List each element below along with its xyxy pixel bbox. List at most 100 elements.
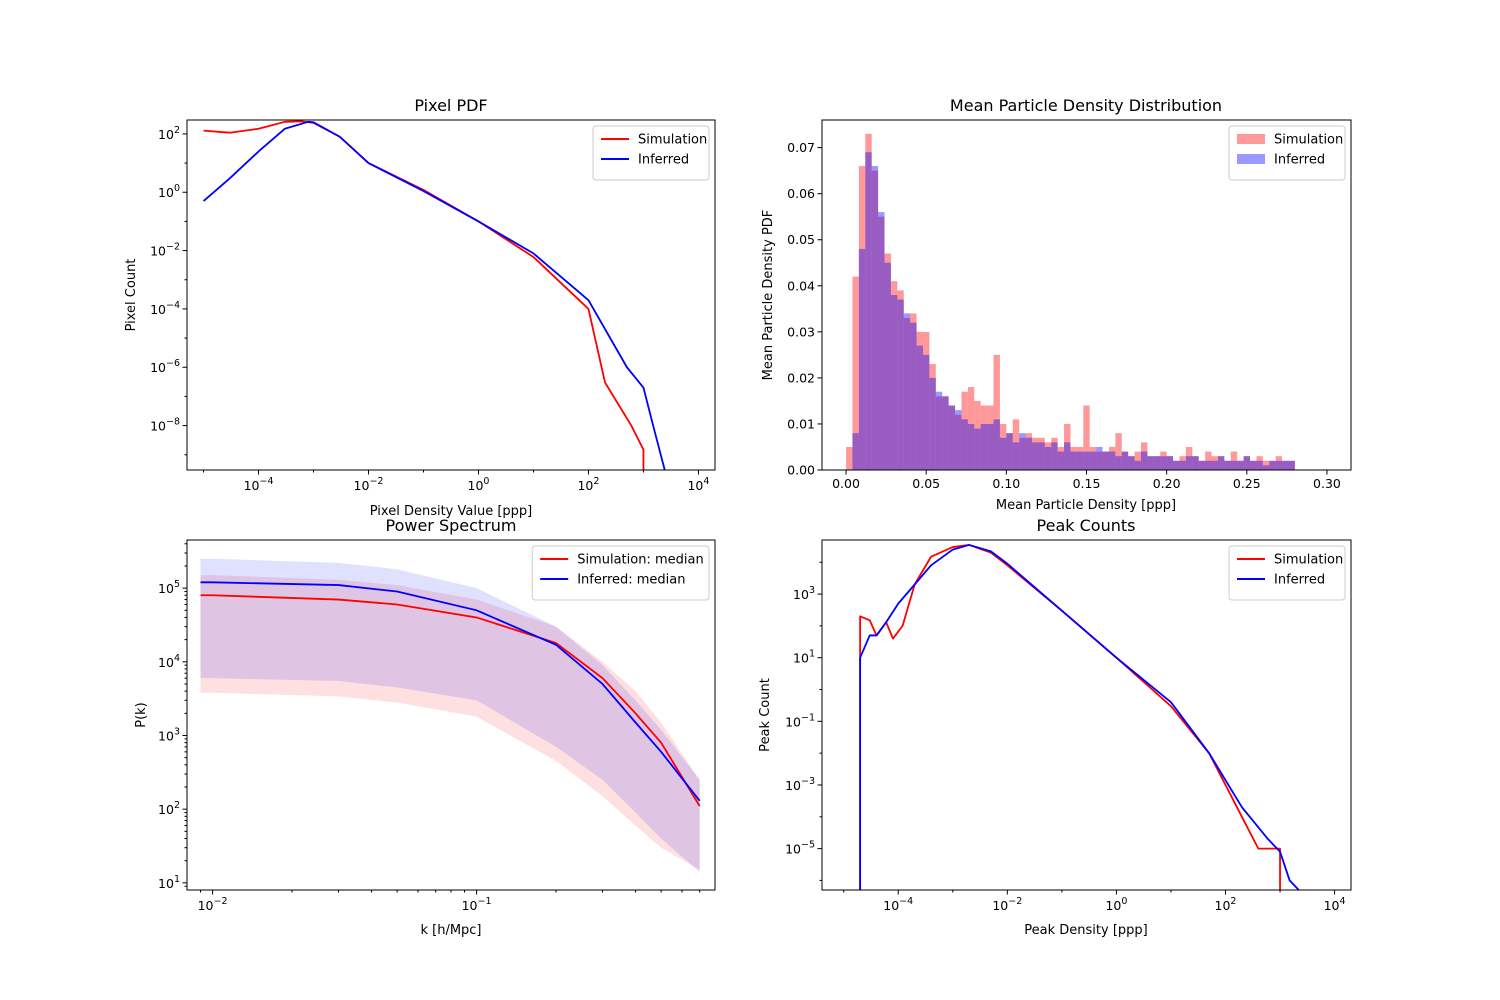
histogram-bar xyxy=(929,364,936,470)
histogram-bar xyxy=(1147,456,1154,470)
y-tick-label: 0.01 xyxy=(787,416,815,431)
y-axis-label: Peak Count xyxy=(758,678,773,752)
histogram-bar xyxy=(961,391,968,470)
histogram-bar xyxy=(1006,433,1013,470)
histogram-bar xyxy=(1205,460,1212,470)
histogram-bar xyxy=(1025,437,1032,470)
histogram-bar xyxy=(980,423,988,470)
histogram-bar xyxy=(1153,456,1161,470)
x-tick-label: 102 xyxy=(1215,896,1237,913)
histogram-bar xyxy=(1269,460,1276,470)
y-tick-label: 10−3 xyxy=(785,776,815,793)
histogram-bar xyxy=(1256,456,1263,470)
histogram-bar xyxy=(871,170,879,470)
legend-label: Simulation xyxy=(1274,553,1343,568)
x-axis-label: k [h/Mpc] xyxy=(420,923,481,938)
histogram-bar xyxy=(1115,456,1122,470)
histogram-bar xyxy=(1275,460,1283,470)
chart-title: Peak Counts xyxy=(1037,516,1136,535)
y-tick-label: 104 xyxy=(158,653,180,670)
histogram-bar xyxy=(1237,460,1244,470)
bar-series-simulation xyxy=(846,133,1295,470)
histogram-bar xyxy=(1134,460,1142,470)
histogram-bar xyxy=(1262,460,1270,470)
histogram-bar xyxy=(1057,451,1065,470)
histogram-bar xyxy=(1083,405,1090,470)
bar-series-inferred xyxy=(852,152,1295,470)
histogram-bar xyxy=(1198,460,1206,470)
histogram-bar xyxy=(1134,451,1142,470)
histogram-bar xyxy=(1185,456,1193,470)
histogram-bar xyxy=(1282,460,1289,470)
histogram-bar xyxy=(1237,460,1244,470)
chart-title: Power Spectrum xyxy=(386,516,517,535)
histogram-bar xyxy=(1121,451,1129,470)
histogram-bar xyxy=(1243,456,1251,470)
histogram-bar xyxy=(1070,451,1077,470)
ticks: 10−2 10−1 101 102 103 104 105 xyxy=(158,543,701,913)
histogram-bar xyxy=(967,423,975,470)
histogram-bar xyxy=(1224,460,1231,470)
histogram-bar xyxy=(955,414,962,470)
x-axis-label: Peak Density [ppp] xyxy=(1024,923,1147,938)
histogram-bar xyxy=(1243,456,1251,470)
histogram-bar xyxy=(865,133,872,470)
y-tick-label: 10−8 xyxy=(150,417,180,434)
y-tick-label: 0.00 xyxy=(787,463,815,478)
legend-label: Simulation xyxy=(1274,133,1343,148)
line-inferred xyxy=(859,544,1300,890)
band-simulation xyxy=(200,575,700,870)
histogram-bar xyxy=(858,166,866,470)
histogram-bar xyxy=(916,331,923,470)
histogram-bar xyxy=(1038,442,1045,470)
histogram-bar xyxy=(1217,456,1225,470)
histogram-bar xyxy=(922,354,930,470)
chart-title: Mean Particle Density Distribution xyxy=(950,96,1222,115)
histogram-bar xyxy=(993,419,1000,470)
legend-label: Inferred xyxy=(1274,573,1325,588)
histogram-bar xyxy=(903,313,911,470)
histogram-bar xyxy=(1179,460,1186,470)
histogram-bar xyxy=(1012,442,1020,470)
x-tick-label: 0.10 xyxy=(992,476,1020,491)
histogram-bar xyxy=(1057,446,1065,470)
histogram-bar xyxy=(993,354,1000,470)
histogram-bar xyxy=(1121,451,1129,470)
histogram-bar xyxy=(1096,446,1103,470)
histogram-bar xyxy=(1019,437,1026,470)
histogram-bar xyxy=(852,433,859,470)
x-axis-label: Mean Particle Density [ppp] xyxy=(996,498,1176,513)
histogram-bar xyxy=(1031,437,1039,470)
histogram-bar xyxy=(1141,442,1148,470)
histogram-bar xyxy=(1166,456,1174,470)
histogram-bar xyxy=(1064,423,1071,470)
histogram-bar xyxy=(884,262,891,470)
histogram-bar xyxy=(1224,460,1231,470)
histogram-bar xyxy=(916,345,923,470)
band-inferred xyxy=(200,558,700,873)
y-tick-label: 0.04 xyxy=(787,278,815,293)
histogram-bar xyxy=(1269,460,1276,470)
x-tick-label: 100 xyxy=(1105,896,1127,913)
legend-box xyxy=(531,545,710,601)
histogram-bar xyxy=(1173,460,1180,470)
x-tick-label: 10−4 xyxy=(883,896,913,913)
y-tick-label: 10−5 xyxy=(785,840,815,857)
histogram-bar xyxy=(1230,451,1238,470)
histogram-bar xyxy=(1275,456,1283,470)
histogram-bar xyxy=(967,387,975,470)
y-tick-label: 10−6 xyxy=(150,358,180,375)
y-tick-label: 0.05 xyxy=(787,232,815,247)
histogram-bar xyxy=(1288,460,1295,470)
histogram-bar xyxy=(890,295,898,470)
histogram-bar xyxy=(1108,451,1116,470)
x-tick-label: 0.05 xyxy=(912,476,940,491)
chart-title: Pixel PDF xyxy=(414,96,487,115)
histogram-bar xyxy=(1089,451,1097,470)
histogram-bar xyxy=(1108,446,1116,470)
histogram-bar xyxy=(1051,437,1058,470)
histogram-bar xyxy=(1166,456,1174,470)
histogram-bar xyxy=(1141,451,1148,470)
histogram-bar xyxy=(935,391,943,470)
legend: Simulation Inferred xyxy=(1228,125,1346,181)
